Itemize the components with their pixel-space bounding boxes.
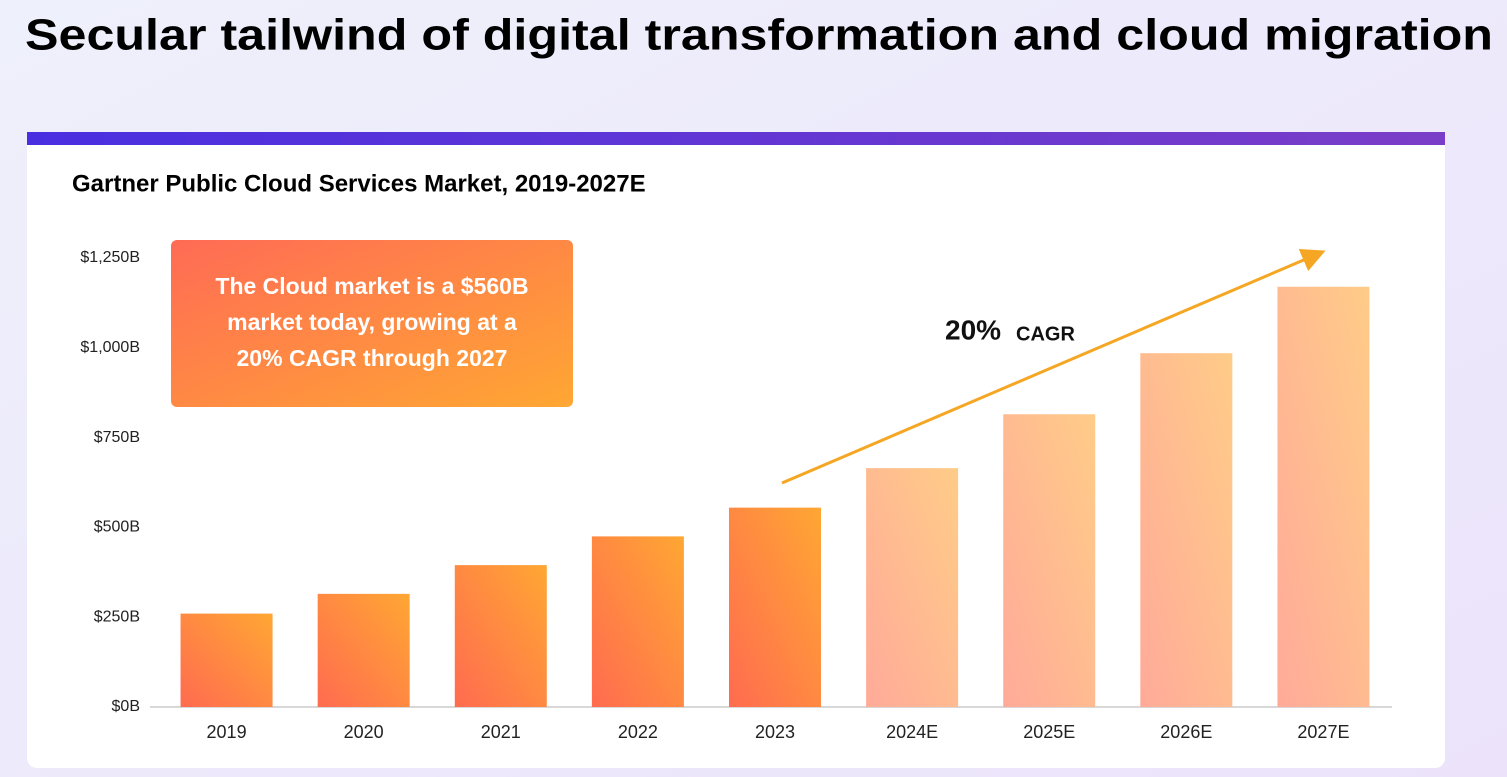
bar — [454, 565, 547, 707]
bar — [317, 593, 410, 707]
x-tick-label: 2019 — [207, 722, 247, 742]
page-title: Secular tailwind of digital transformati… — [25, 11, 1493, 60]
callout-text: market today, growing at a — [227, 309, 517, 335]
y-tick-label: $1,000B — [80, 339, 140, 356]
x-tick-label: 2025E — [1023, 722, 1075, 742]
x-tick-label: 2027E — [1297, 722, 1349, 742]
card-top-bar — [27, 132, 1445, 145]
callout-text: 20% CAGR through 2027 — [237, 345, 508, 371]
y-tick-label: $0B — [112, 698, 140, 715]
bar — [1003, 414, 1096, 707]
y-tick-label: $500B — [94, 519, 140, 536]
y-tick-label: $750B — [94, 429, 140, 446]
x-tick-label: 2024E — [886, 722, 938, 742]
callout-box — [171, 240, 573, 407]
trend-unit: CAGR — [1016, 323, 1075, 345]
y-tick-label: $1,250B — [80, 249, 140, 266]
chart-title: Gartner Public Cloud Services Market, 20… — [72, 170, 646, 197]
bar — [866, 468, 959, 707]
bar — [729, 507, 821, 707]
trend-arrow — [781, 249, 1326, 485]
x-tick-label: 2026E — [1160, 722, 1212, 742]
bar — [180, 613, 273, 707]
x-tick-label: 2020 — [344, 722, 384, 742]
x-tick-label: 2023 — [755, 722, 795, 742]
bar — [1277, 286, 1370, 707]
x-tick-label: 2021 — [481, 722, 521, 742]
x-tick-label: 2022 — [618, 722, 658, 742]
bar — [591, 536, 684, 707]
trend-label: 20% — [945, 314, 1001, 345]
y-tick-label: $250B — [94, 608, 140, 625]
bar — [1140, 353, 1233, 707]
callout-text: The Cloud market is a $560B — [215, 273, 528, 299]
